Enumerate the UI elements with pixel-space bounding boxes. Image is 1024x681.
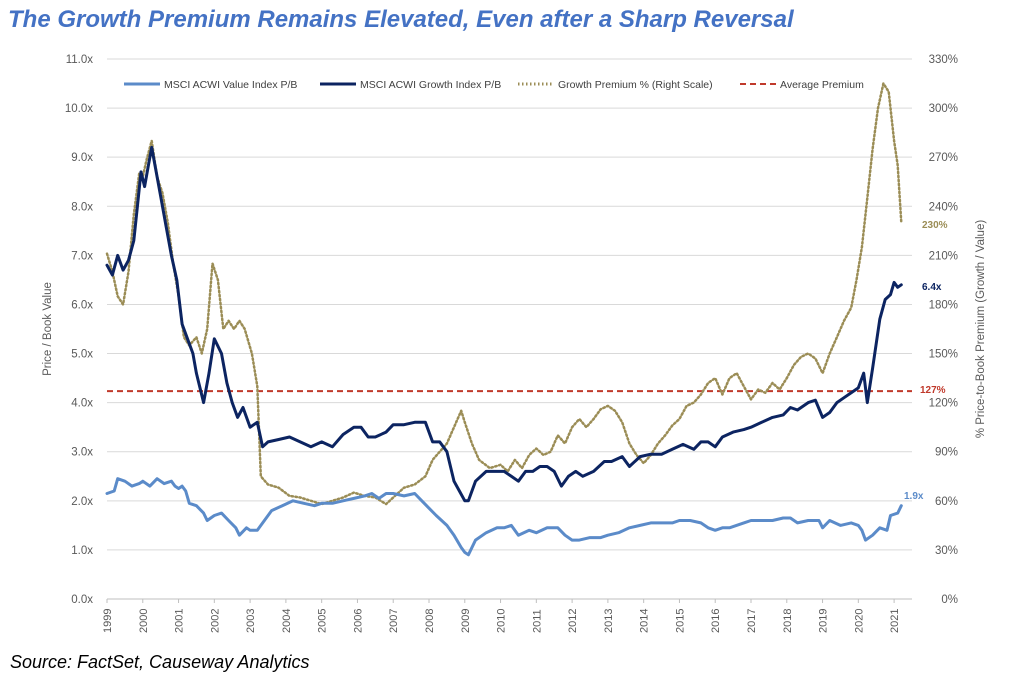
x-axis: 1999 2000 2001 2002 2003 2004 2005 2006 2007 2008…	[102, 598, 912, 633]
y-tick-label: 9.0x	[71, 152, 93, 164]
y-tick-label: 10.0x	[65, 103, 93, 115]
y-tick-label: 5.0x	[71, 349, 93, 361]
premium-end-label: 230%	[922, 220, 948, 231]
x-tick-label: 2013	[603, 609, 615, 633]
average-premium-label: 127%	[920, 385, 946, 396]
x-tick-label: 2008	[424, 609, 436, 633]
growth-end-label: 6.4x	[922, 282, 942, 293]
legend-label-value: MSCI ACWI Value Index P/B	[164, 79, 297, 91]
y2-tick-label: 180%	[929, 299, 958, 311]
y-tick-label: 0.0x	[71, 594, 93, 606]
x-tick-label: 2021	[889, 609, 901, 633]
legend-label-premium: Growth Premium % (Right Scale)	[558, 79, 713, 91]
x-tick-label: 2002	[209, 609, 221, 633]
y2-tick-label: 330%	[929, 54, 958, 66]
y-tick-label: 2.0x	[71, 496, 93, 508]
legend: MSCI ACWI Value Index P/B MSCI ACWI Grow…	[124, 79, 864, 91]
y2-tick-label: 270%	[929, 152, 958, 164]
y2-tick-label: 60%	[935, 496, 958, 508]
x-tick-label: 2003	[245, 609, 257, 633]
x-tick-label: 2004	[281, 609, 293, 633]
y-tick-label: 4.0x	[71, 398, 93, 410]
source-note: Source: FactSet, Causeway Analytics	[10, 652, 310, 672]
chart-title: The Growth Premium Remains Elevated, Eve…	[8, 6, 794, 33]
y2-tick-label: 120%	[929, 398, 958, 410]
y-tick-label: 1.0x	[71, 545, 93, 557]
x-tick-label: 2015	[674, 609, 686, 633]
end-labels: 6.4x 1.9x 230% 127%	[904, 220, 948, 502]
chart-canvas: 0.0x 1.0x 2.0x 3.0x 4.0x 5.0x 6.0x 7.0x 8.0x 9.0x…	[42, 54, 987, 633]
legend-label-average: Average Premium	[780, 79, 864, 91]
legend-label-growth: MSCI ACWI Growth Index P/B	[360, 79, 501, 91]
y-tick-label: 3.0x	[71, 447, 93, 459]
x-tick-label: 2016	[710, 609, 722, 633]
y2-tick-label: 150%	[929, 349, 958, 361]
premium-series-line	[105, 82, 903, 506]
y2-tick-label: 0%	[941, 594, 958, 606]
x-tick-label: 2000	[138, 609, 150, 633]
x-tick-label: 2020	[853, 609, 865, 633]
y-axis-label-left: Price / Book Value	[42, 282, 54, 376]
x-tick-label: 2009	[460, 609, 472, 633]
x-tick-label: 2001	[174, 609, 186, 633]
y-tick-label: 8.0x	[71, 201, 93, 213]
y2-tick-label: 300%	[929, 103, 958, 115]
value-end-label: 1.9x	[904, 491, 924, 502]
y2-tick-label: 240%	[929, 201, 958, 213]
growth-series-line	[105, 145, 903, 503]
y-axis-left: 0.0x 1.0x 2.0x 3.0x 4.0x 5.0x 6.0x 7.0x 8.0x 9.0x…	[65, 54, 93, 606]
y-axis-right: 0% 30% 60% 90% 120% 150% 180% 210% 240% 270% 300% 3…	[929, 54, 958, 606]
x-tick-label: 2007	[388, 609, 400, 633]
y-tick-label: 11.0x	[66, 54, 94, 66]
x-tick-label: 1999	[102, 609, 114, 633]
y2-tick-label: 210%	[929, 250, 958, 262]
x-tick-label: 2010	[496, 609, 508, 633]
x-tick-label: 2014	[639, 609, 651, 633]
y2-tick-label: 90%	[935, 447, 958, 459]
value-series-line	[105, 477, 903, 557]
x-tick-label: 2019	[818, 609, 830, 633]
series-layer	[105, 82, 903, 557]
x-tick-label: 2018	[782, 609, 794, 633]
x-tick-label: 2005	[317, 609, 329, 633]
x-tick-label: 2011	[531, 609, 543, 633]
x-tick-label: 2012	[567, 609, 579, 633]
y-tick-label: 7.0x	[71, 250, 93, 262]
x-tick-label: 2017	[746, 609, 758, 633]
x-tick-label: 2006	[352, 609, 364, 633]
grid-lines	[107, 58, 912, 600]
y-tick-label: 6.0x	[71, 299, 93, 311]
y2-tick-label: 30%	[935, 545, 958, 557]
y-axis-label-right: % Price-to-Book Premium (Growth / Value)	[975, 220, 987, 439]
